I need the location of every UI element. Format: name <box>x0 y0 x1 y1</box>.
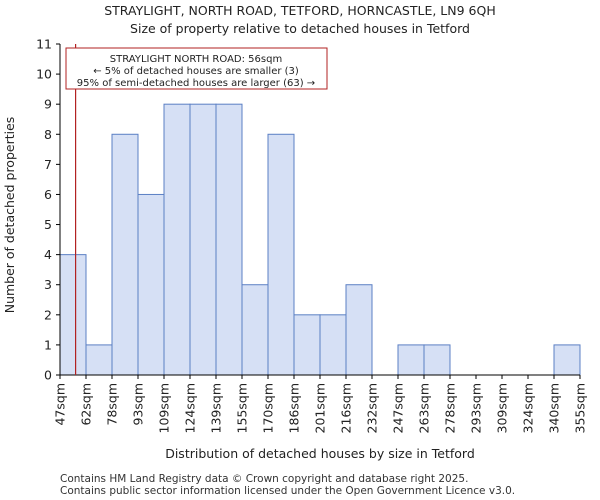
x-tick-label: 324sqm <box>521 383 536 433</box>
y-tick-label: 7 <box>44 157 52 172</box>
chart-subtitle: Size of property relative to detached ho… <box>130 21 470 36</box>
histogram-bar <box>189 103 217 376</box>
histogram-bar <box>553 344 581 376</box>
x-tick-label: 216sqm <box>339 383 354 433</box>
x-tick-label: 309sqm <box>495 383 510 433</box>
y-tick-label: 9 <box>44 97 52 112</box>
y-tick-label: 11 <box>36 37 52 52</box>
x-tick-label: 355sqm <box>573 383 588 433</box>
x-tick-label: 124sqm <box>183 383 198 433</box>
y-tick-label: 1 <box>44 337 52 352</box>
histogram-chart: STRAYLIGHT, NORTH ROAD, TETFORD, HORNCAS… <box>2 3 588 461</box>
histogram-bar <box>215 103 243 376</box>
x-tick-label: 232sqm <box>365 383 380 433</box>
x-tick-label: 340sqm <box>547 383 562 433</box>
footer-copyright: Contains HM Land Registry data © Crown c… <box>60 473 469 485</box>
histogram-bar <box>241 284 269 376</box>
x-axis-label: Distribution of detached houses by size … <box>165 446 475 461</box>
y-tick-label: 10 <box>36 67 52 82</box>
y-tick-label: 3 <box>44 277 52 292</box>
histogram-bar <box>267 133 295 376</box>
x-tick-label: 93sqm <box>131 383 146 426</box>
x-tick-label: 78sqm <box>105 383 120 426</box>
chart-title: STRAYLIGHT, NORTH ROAD, TETFORD, HORNCAS… <box>104 3 496 18</box>
x-tick-label: 109sqm <box>157 383 172 433</box>
x-tick-label: 47sqm <box>53 383 68 426</box>
y-tick-label: 0 <box>44 368 52 383</box>
x-tick-label: 139sqm <box>209 383 224 433</box>
histogram-bar <box>163 103 191 376</box>
x-tick-label: 186sqm <box>287 383 302 433</box>
histogram-bar <box>345 284 373 376</box>
y-tick-label: 8 <box>44 127 52 142</box>
histogram-bar <box>59 254 87 376</box>
y-axis-label: Number of detached properties <box>2 117 17 314</box>
y-tick-label: 2 <box>44 307 52 322</box>
x-tick-label: 201sqm <box>313 383 328 433</box>
y-tick-label: 4 <box>44 247 52 262</box>
plot-area: 0 1 2 3 4 5 6 7 8 9 10 11 47sqm 62sqm 78sqm 93sqm 109sqm… <box>36 37 587 434</box>
histogram-bar <box>293 314 321 376</box>
x-tick-label: 278sqm <box>443 383 458 433</box>
histogram-bar <box>423 344 451 376</box>
footer-licence: Contains public sector information licen… <box>60 485 516 497</box>
x-tick-label: 62sqm <box>79 383 94 426</box>
annotation-box <box>65 47 328 90</box>
annotation-text: STRAYLIGHT NORTH ROAD: 56sqm <box>110 54 282 65</box>
x-tick-label: 247sqm <box>391 383 406 433</box>
x-tick-label: 293sqm <box>469 383 484 433</box>
x-tick-label: 155sqm <box>235 383 250 433</box>
x-tick-label: 170sqm <box>261 383 276 433</box>
y-tick-label: 6 <box>44 187 52 202</box>
histogram-bar <box>319 314 347 376</box>
y-tick-label: 5 <box>44 217 52 232</box>
histogram-bar <box>397 344 425 376</box>
histogram-bar <box>111 133 139 376</box>
histogram-bar <box>85 344 113 376</box>
histogram-bar <box>137 193 165 376</box>
annotation-text: 95% of semi-detached houses are larger (… <box>77 78 315 89</box>
x-tick-label: 263sqm <box>417 383 432 433</box>
annotation-text: ← 5% of detached houses are smaller (3) <box>93 66 299 77</box>
